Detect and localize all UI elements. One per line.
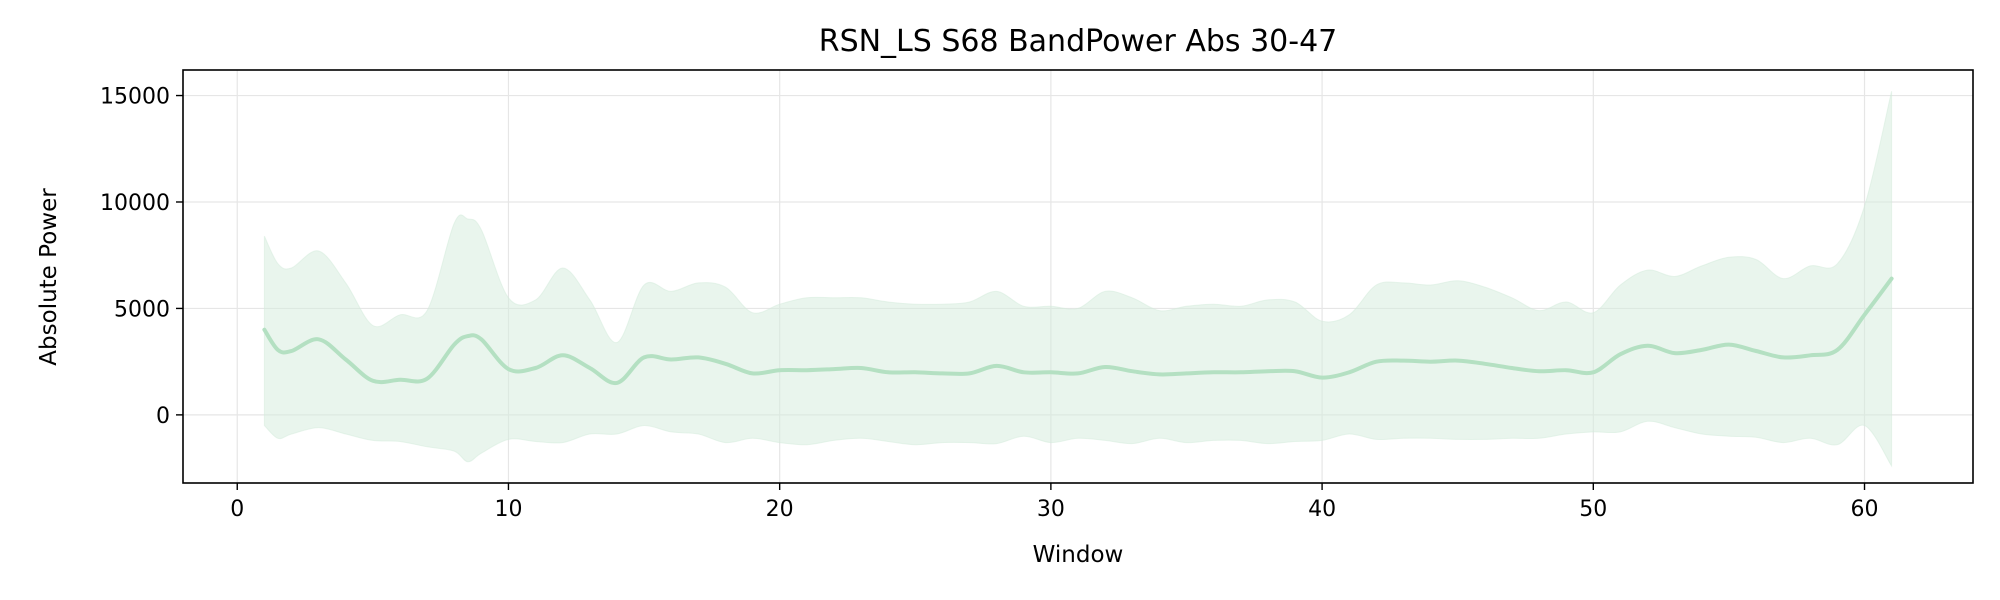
y-tick-label: 10000 <box>100 191 170 216</box>
y-tick-label: 5000 <box>114 297 170 322</box>
x-tick-label: 20 <box>766 497 794 522</box>
y-tick-label: 15000 <box>100 85 170 110</box>
y-axis-label: Absolute Power <box>36 188 62 366</box>
line-layer <box>262 276 1894 385</box>
series-line <box>262 276 1894 385</box>
y-axis: 0 5000 10000 15000 <box>100 85 183 429</box>
x-tick-label: 60 <box>1851 497 1879 522</box>
x-tick-label: 40 <box>1308 497 1336 522</box>
x-axis: 0 10 20 30 40 50 60 <box>230 483 1879 522</box>
series-band <box>263 91 1893 468</box>
x-tick-label: 0 <box>230 497 244 522</box>
y-tick-label: 0 <box>156 404 170 429</box>
chart-title: RSN_LS S68 BandPower Abs 30-47 <box>819 24 1338 59</box>
x-tick-label: 30 <box>1037 497 1065 522</box>
x-tick-label: 10 <box>494 497 522 522</box>
x-tick-label: 50 <box>1579 497 1607 522</box>
plot-frame <box>182 69 1974 484</box>
x-axis-label: Window <box>1033 542 1124 568</box>
band-layer <box>263 91 1893 468</box>
